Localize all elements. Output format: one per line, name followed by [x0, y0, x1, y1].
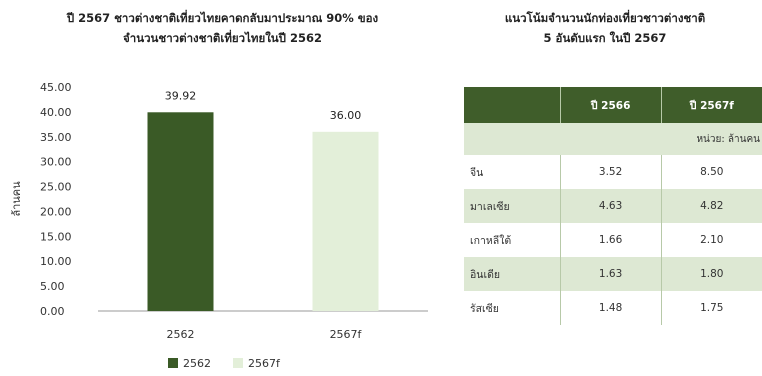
country-cell: เกาหลีใต้ [464, 223, 561, 257]
table-row: จีน 3.52 8.50 [464, 155, 762, 189]
table-header-row: ปี 2566 ปี 2567f [464, 87, 762, 123]
header-2567f: ปี 2567f [661, 87, 762, 123]
table-row: เกาหลีใต้ 1.66 2.10 [464, 223, 762, 257]
country-cell: รัสเซีย [464, 291, 561, 325]
value-2567f-cell: 4.82 [661, 189, 762, 223]
x-tick-label: 2567f [330, 328, 363, 341]
legend-label: 2562 [183, 357, 211, 370]
table-row: รัสเซีย 1.48 1.75 [464, 291, 762, 325]
value-2567f-cell: 1.75 [661, 291, 762, 325]
y-tick-label: 30.00 [40, 156, 72, 169]
country-cell: มาเลเซีย [464, 189, 561, 223]
y-tick-label: 40.00 [40, 106, 72, 119]
bar-2567f [312, 131, 379, 311]
legend-label: 2567f [248, 357, 281, 370]
unit-note: หน่วย: ล้านคน [464, 123, 762, 155]
y-tick-label: 45.00 [40, 81, 72, 94]
value-2566-cell: 4.63 [560, 189, 662, 223]
x-tick-label: 2562 [167, 328, 195, 341]
table-row: อินเดีย 1.63 1.80 [464, 257, 762, 291]
bar-chart-title: ปี 2567 ชาวต่างชาติเที่ยวไทยคาดกลับมาประ… [10, 8, 435, 48]
value-2567f-cell: 8.50 [661, 155, 762, 189]
country-cell: จีน [464, 155, 561, 189]
bar-chart-title-line2: จำนวนชาวต่างชาติเที่ยวไทยในปี 2562 [123, 31, 322, 45]
bar-chart-title-line1: ปี 2567 ชาวต่างชาติเที่ยวไทยคาดกลับมาประ… [66, 11, 379, 25]
country-cell: อินเดีย [464, 257, 561, 291]
legend-swatch-2567f [233, 358, 243, 368]
y-tick-label: 0.00 [40, 305, 65, 318]
value-2566-cell: 1.66 [560, 223, 662, 257]
y-tick-label: 35.00 [40, 131, 72, 144]
bar-value-label: 39.92 [165, 89, 197, 102]
y-tick-label: 25.00 [40, 181, 72, 194]
y-tick-label: 20.00 [40, 205, 72, 218]
value-2567f-cell: 1.80 [661, 257, 762, 291]
y-tick-label: 10.00 [40, 255, 72, 268]
tourist-table-container: ปี 2566 ปี 2567f หน่วย: ล้านคน จีน 3.52 … [464, 87, 762, 325]
table-title-line1: แนวโน้มจำนวนนักท่องเที่ยวชาวต่างชาติ [504, 11, 706, 25]
legend-swatch-2562 [168, 358, 178, 368]
value-2567f-cell: 2.10 [661, 223, 762, 257]
table-title-line2: 5 อันดับแรก ในปี 2567 [543, 31, 667, 45]
y-axis-title: ล้านคน [10, 181, 23, 217]
header-country [464, 87, 561, 123]
unit-row: หน่วย: ล้านคน [464, 123, 762, 155]
value-2566-cell: 3.52 [560, 155, 662, 189]
table-title: แนวโน้มจำนวนนักท่องเที่ยวชาวต่างชาติ 5 อ… [455, 8, 755, 48]
header-2566: ปี 2566 [560, 87, 662, 123]
tourist-table: ปี 2566 ปี 2567f หน่วย: ล้านคน จีน 3.52 … [464, 87, 762, 325]
value-2566-cell: 1.63 [560, 257, 662, 291]
y-tick-label: 5.00 [40, 280, 65, 293]
value-2566-cell: 1.48 [560, 291, 662, 325]
bar-2562 [147, 112, 214, 311]
y-tick-label: 15.00 [40, 230, 72, 243]
bar-chart: 0.00 5.00 10.00 15.00 20.00 25.00 30.00 35.00 40… [10, 81, 428, 370]
bar-value-label: 36.00 [330, 109, 362, 122]
table-row: มาเลเซีย 4.63 4.82 [464, 189, 762, 223]
